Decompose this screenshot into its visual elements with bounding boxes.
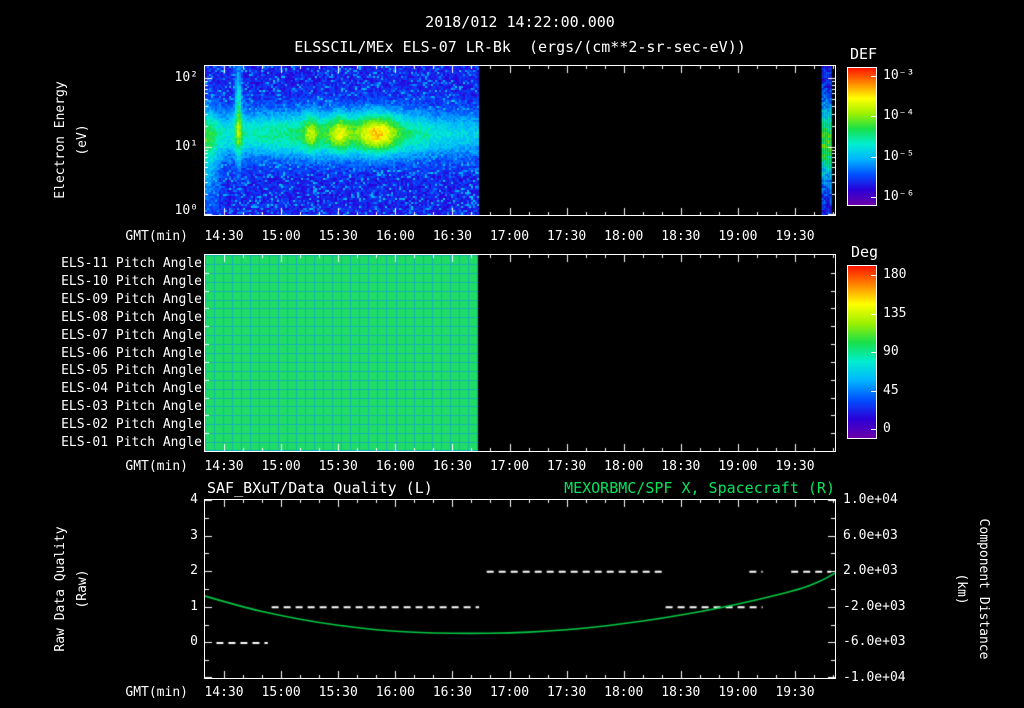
colorbar2-tick-90: 90 — [883, 344, 899, 359]
panel3-left-axis-label-line1: Raw Data Quality — [52, 526, 68, 652]
panel1-y-axis-label: Electron Energy (eV) — [50, 81, 94, 198]
colorbar1-tick-10⁻⁵: 10⁻⁵ — [883, 148, 915, 164]
x-tick-label-panel1-16:30: 16:30 — [432, 229, 472, 244]
row-label-ELS-11: ELS-11 Pitch Angle — [61, 256, 202, 272]
x-tick-label-panel3-16:00: 16:00 — [375, 685, 415, 700]
p3-left-tick-1: 1 — [190, 598, 198, 614]
colorbar1-tickmark-3 — [871, 197, 876, 198]
colorbar1-tickmark-1 — [871, 116, 876, 117]
x-tick-label-panel2-18:30: 18:30 — [661, 459, 701, 474]
x-tick-label-panel3-17:30: 17:30 — [547, 685, 587, 700]
colorbar2-tick-180: 180 — [883, 267, 907, 282]
x-tick-label-panel2-17:30: 17:30 — [547, 459, 587, 474]
p1-y-tick-10²: 10² — [174, 70, 198, 86]
colorbar1-tick-10⁻⁶: 10⁻⁶ — [883, 188, 915, 204]
p3-left-tick-4: 4 — [190, 492, 198, 507]
p3-left-tick-3: 3 — [190, 527, 198, 543]
x-tick-label-panel3-18:00: 18:00 — [604, 685, 644, 700]
panel3-right-axis-label-line1: Component Distance — [976, 518, 992, 660]
x-tick-label-panel2-14:30: 14:30 — [204, 459, 244, 474]
x-tick-label-panel1-14:30: 14:30 — [204, 229, 244, 244]
colorbar2-tickmark-0 — [871, 275, 876, 276]
colorbar1-tickmark-0 — [871, 76, 876, 77]
x-tick-label-panel3-16:30: 16:30 — [432, 685, 472, 700]
x-tick-label-panel1-15:30: 15:30 — [318, 229, 358, 244]
x-tick-label-panel1-18:30: 18:30 — [661, 229, 701, 244]
colorbar1-tick-10⁻⁴: 10⁻⁴ — [883, 108, 915, 124]
p1-y-tick-10¹: 10¹ — [174, 138, 198, 154]
row-label-ELS-09: ELS-09 Pitch Angle — [61, 292, 202, 308]
x-tick-label-panel3-15:00: 15:00 — [261, 685, 301, 700]
pitch-angle-panel-canvas — [204, 254, 836, 452]
row-label-ELS-10: ELS-10 Pitch Angle — [61, 274, 202, 290]
quality-distance-plot-canvas — [204, 499, 836, 679]
colorbar1-tick-10⁻³: 10⁻³ — [883, 68, 915, 83]
row-label-ELS-06: ELS-06 Pitch Angle — [61, 345, 202, 361]
colorbar2-tickmark-2 — [871, 352, 876, 353]
p3-right-tick--1.0e+04: -1.0e+04 — [843, 670, 906, 685]
panel1-y-axis-label-line2: (eV) — [75, 124, 90, 156]
panel3-left-axis-label-line2: (Raw) — [75, 569, 90, 609]
colorbar1-def — [847, 67, 877, 206]
x-tick-label-panel2-19:00: 19:00 — [718, 459, 758, 474]
x-tick-label-panel1-17:30: 17:30 — [547, 229, 587, 244]
panel3-x-axis-label: GMT(min) — [125, 685, 188, 700]
panel1-title: ELSSCIL/MEx ELS-07 LR-Bk (ergs/(cm**2-sr… — [294, 38, 746, 56]
x-tick-label-panel1-19:30: 19:30 — [775, 229, 815, 244]
datetime-header: 2018/012 14:22:00.000 — [425, 13, 615, 31]
x-tick-label-panel1-16:00: 16:00 — [375, 229, 415, 244]
p3-right-tick-1.0e+04: 1.0e+04 — [843, 492, 898, 507]
p3-right-tick--6.0e+03: -6.0e+03 — [843, 634, 906, 650]
colorbar2-tick-0: 0 — [883, 421, 891, 436]
x-tick-label-panel1-15:00: 15:00 — [261, 229, 301, 244]
x-tick-label-panel3-19:00: 19:00 — [718, 685, 758, 700]
panel3-title-left: SAF_BXuT/Data Quality (L) — [207, 479, 433, 497]
x-tick-label-panel2-15:30: 15:30 — [318, 459, 358, 474]
x-tick-label-panel1-19:00: 19:00 — [718, 229, 758, 244]
colorbar2-tickmark-1 — [871, 314, 876, 315]
panel1-x-axis-label: GMT(min) — [125, 229, 188, 244]
x-tick-label-panel3-19:30: 19:30 — [775, 685, 815, 700]
x-tick-label-panel2-18:00: 18:00 — [604, 459, 644, 474]
colorbar2-tickmark-3 — [871, 391, 876, 392]
panel3-right-axis-label: Component Distance (km) — [950, 519, 994, 660]
p3-left-tick-0: 0 — [190, 634, 198, 650]
colorbar1-tickmark-2 — [871, 157, 876, 158]
colorbar2-tick-135: 135 — [883, 305, 907, 321]
x-tick-label-panel3-18:30: 18:30 — [661, 685, 701, 700]
row-label-ELS-05: ELS-05 Pitch Angle — [61, 363, 202, 379]
panel2-x-axis-label: GMT(min) — [125, 459, 188, 474]
x-tick-label-panel2-17:00: 17:00 — [489, 459, 530, 474]
panel3-right-axis-label-line2: (km) — [954, 573, 969, 605]
row-label-ELS-01: ELS-01 Pitch Angle — [61, 434, 202, 450]
p3-right-tick-2.0e+03: 2.0e+03 — [843, 563, 898, 579]
panel3-left-axis-label: Raw Data Quality (Raw) — [50, 526, 94, 651]
x-tick-label-panel2-19:30: 19:30 — [775, 459, 815, 474]
row-label-ELS-04: ELS-04 Pitch Angle — [61, 381, 202, 397]
panel3-title-right: MEXORBMC/SPF X, Spacecraft (R) — [564, 479, 835, 497]
row-label-ELS-03: ELS-03 Pitch Angle — [61, 398, 202, 414]
colorbar2-label: Deg — [851, 243, 879, 261]
p3-right-tick-6.0e+03: 6.0e+03 — [843, 527, 898, 543]
row-label-ELS-07: ELS-07 Pitch Angle — [61, 327, 202, 343]
x-tick-label-panel1-18:00: 18:00 — [604, 229, 644, 244]
p3-left-tick-2: 2 — [190, 563, 198, 579]
p1-y-tick-10⁰: 10⁰ — [174, 203, 198, 218]
row-label-ELS-08: ELS-08 Pitch Angle — [61, 309, 202, 325]
colorbar2-tick-45: 45 — [883, 382, 899, 398]
colorbar1-label: DEF — [850, 45, 878, 63]
p3-right-tick--2.0e+03: -2.0e+03 — [843, 598, 906, 614]
x-tick-label-panel3-14:30: 14:30 — [204, 685, 244, 700]
x-tick-label-panel1-17:00: 17:00 — [489, 229, 530, 244]
x-tick-label-panel2-16:30: 16:30 — [432, 459, 472, 474]
row-label-ELS-02: ELS-02 Pitch Angle — [61, 416, 202, 432]
panel1-y-axis-label-line1: Electron Energy — [52, 81, 68, 199]
x-tick-label-panel3-17:00: 17:00 — [489, 685, 530, 700]
x-tick-label-panel3-15:30: 15:30 — [318, 685, 358, 700]
electron-energy-spectrogram-canvas — [204, 65, 836, 216]
colorbar2-tickmark-4 — [871, 429, 876, 430]
x-tick-label-panel2-16:00: 16:00 — [375, 459, 415, 474]
x-tick-label-panel2-15:00: 15:00 — [261, 459, 301, 474]
